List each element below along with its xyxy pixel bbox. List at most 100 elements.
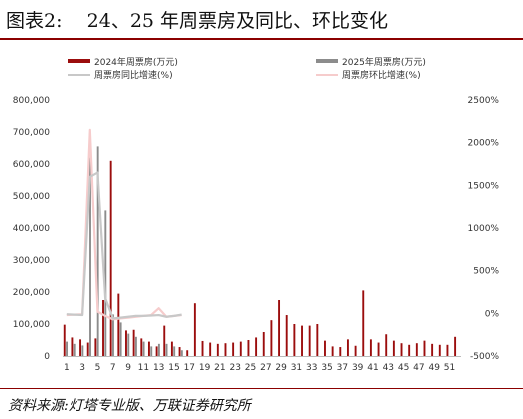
bar-2024-week-45 [400,343,403,356]
weekly-box-office-chart: 2024年周票房(万元) 2025年周票房(万元) 周票房同比增速(%) 周票房… [13,56,500,373]
bar-2024-week-15 [170,341,173,356]
x-tick-label: 23 [229,363,240,373]
bottom-rule [0,388,523,389]
bar-2024-week-1 [63,324,66,356]
right-tick-label: 2500% [468,96,500,106]
right-tick-label: 1000% [468,224,500,234]
bar-2024-week-40 [362,290,365,356]
bar-2024-week-11 [140,338,143,356]
x-tick-label: 25 [245,363,256,373]
bar-2024-week-31 [293,324,296,356]
x-tick-label: 27 [260,363,271,373]
left-tick-label: 100,000 [13,320,50,330]
bar-2024-week-24 [239,341,242,356]
left-tick-label: 300,000 [13,256,50,266]
x-tick-label: 41 [367,363,378,373]
bar-2024-week-52 [454,336,457,356]
bar-2025-week-10 [134,336,137,356]
bar-2024-week-12 [147,341,150,356]
x-tick-label: 49 [428,363,440,373]
right-tick-label: 0% [485,309,500,319]
bar-2025-week-2 [73,343,76,356]
bar-2024-week-43 [385,334,388,356]
bar-2024-week-4 [86,342,89,356]
legend-label-2025: 2025年周票房(万元) [342,56,426,68]
left-tick-label: 600,000 [13,160,50,170]
bar-2025-week-6 [104,210,107,356]
bar-2024-week-13 [155,346,158,356]
bar-2024-week-44 [392,340,395,356]
right-tick-label: 2000% [468,139,500,149]
bar-2024-week-5 [94,338,97,356]
bar-2024-week-35 [324,340,326,356]
bar-2024-week-26 [255,337,258,356]
x-tick-label: 39 [352,363,364,373]
bar-2025-week-9 [127,333,130,356]
bar-2024-week-34 [316,324,319,356]
bar-2024-week-30 [285,315,288,356]
bar-2024-week-29 [278,300,281,356]
bar-2025-week-5 [96,146,99,356]
bar-2024-week-21 [216,343,219,356]
x-tick-label: 43 [383,363,394,373]
bar-2024-week-42 [377,342,380,356]
x-tick-label: 31 [291,363,302,373]
x-tick-label: 37 [337,363,348,373]
bar-2025-week-8 [119,322,122,356]
legend-label-yoy: 周票房同比增速(%) [94,69,173,81]
bar-2024-week-20 [209,342,212,356]
x-axis-ticks: 1 3 5 7 9 11 13 15 17 19 21 23 25 27 29 31 33 35 37 39 41 43 4… [64,363,455,373]
legend: 2024年周票房(万元) 2025年周票房(万元) 周票房同比增速(%) 周票房… [68,56,426,81]
x-tick-label: 51 [444,363,455,373]
legend-swatch-2024 [68,59,90,63]
left-tick-label: 0 [44,352,50,362]
bar-2024-week-41 [369,339,372,356]
bar-2024-week-27 [262,332,265,356]
x-tick-label: 1 [64,363,70,373]
bar-2024-week-18 [193,303,196,356]
bar-2024-week-19 [201,340,204,356]
x-tick-label: 15 [168,363,179,373]
x-tick-label: 3 [79,363,85,373]
legend-label-wow: 周票房环比增速(%) [342,69,421,81]
x-tick-label: 5 [95,363,101,373]
x-tick-label: 13 [153,363,164,373]
bar-2024-week-17 [186,350,189,356]
bar-2024-week-7 [109,160,112,356]
bar-2024-week-48 [423,340,426,356]
bar-2024-week-37 [339,347,342,356]
bar-2024-week-51 [446,344,449,356]
bar-2025-week-14 [165,343,168,356]
x-tick-label: 45 [398,363,409,373]
x-tick-label: 11 [138,363,149,373]
bar-2024-week-9 [125,330,127,356]
left-axis-ticks: 0 100,000 200,000 300,000 400,000 500,000 600,… [13,96,50,362]
bar-2025-week-11 [142,341,145,356]
bar-2024-week-14 [163,325,166,356]
bar-2024-week-46 [408,344,411,356]
bar-2024-week-23 [232,342,235,356]
left-tick-label: 400,000 [13,224,50,234]
bar-2024-week-8 [117,293,120,356]
left-tick-label: 700,000 [13,128,50,138]
x-tick-label: 19 [199,363,211,373]
right-tick-label: 1500% [468,181,500,191]
bar-2024-week-28 [270,320,273,356]
bar-2024-week-16 [178,347,181,356]
bar-2024-week-22 [224,343,227,356]
bar-2024-week-10 [132,329,135,356]
bar-2024-week-36 [331,346,334,356]
bar-2025-week-4 [89,157,91,356]
yoy-growth-line [66,171,182,320]
bar-2024-week-2 [71,337,74,356]
right-tick-label: -500% [470,352,499,362]
x-tick-label: 35 [321,363,332,373]
right-axis-ticks: -500% 0% 500% 1000% 1500% 2000% 2500% [468,96,500,362]
x-tick-label: 9 [125,363,131,373]
bar-2024-week-50 [438,344,441,356]
source-note: 资料来源:灯塔专业版、万联证券研究所 [8,398,251,414]
left-tick-label: 200,000 [13,288,50,298]
bar-2024-week-3 [79,339,82,356]
bars [63,146,457,356]
bar-2025-week-12 [150,346,153,356]
